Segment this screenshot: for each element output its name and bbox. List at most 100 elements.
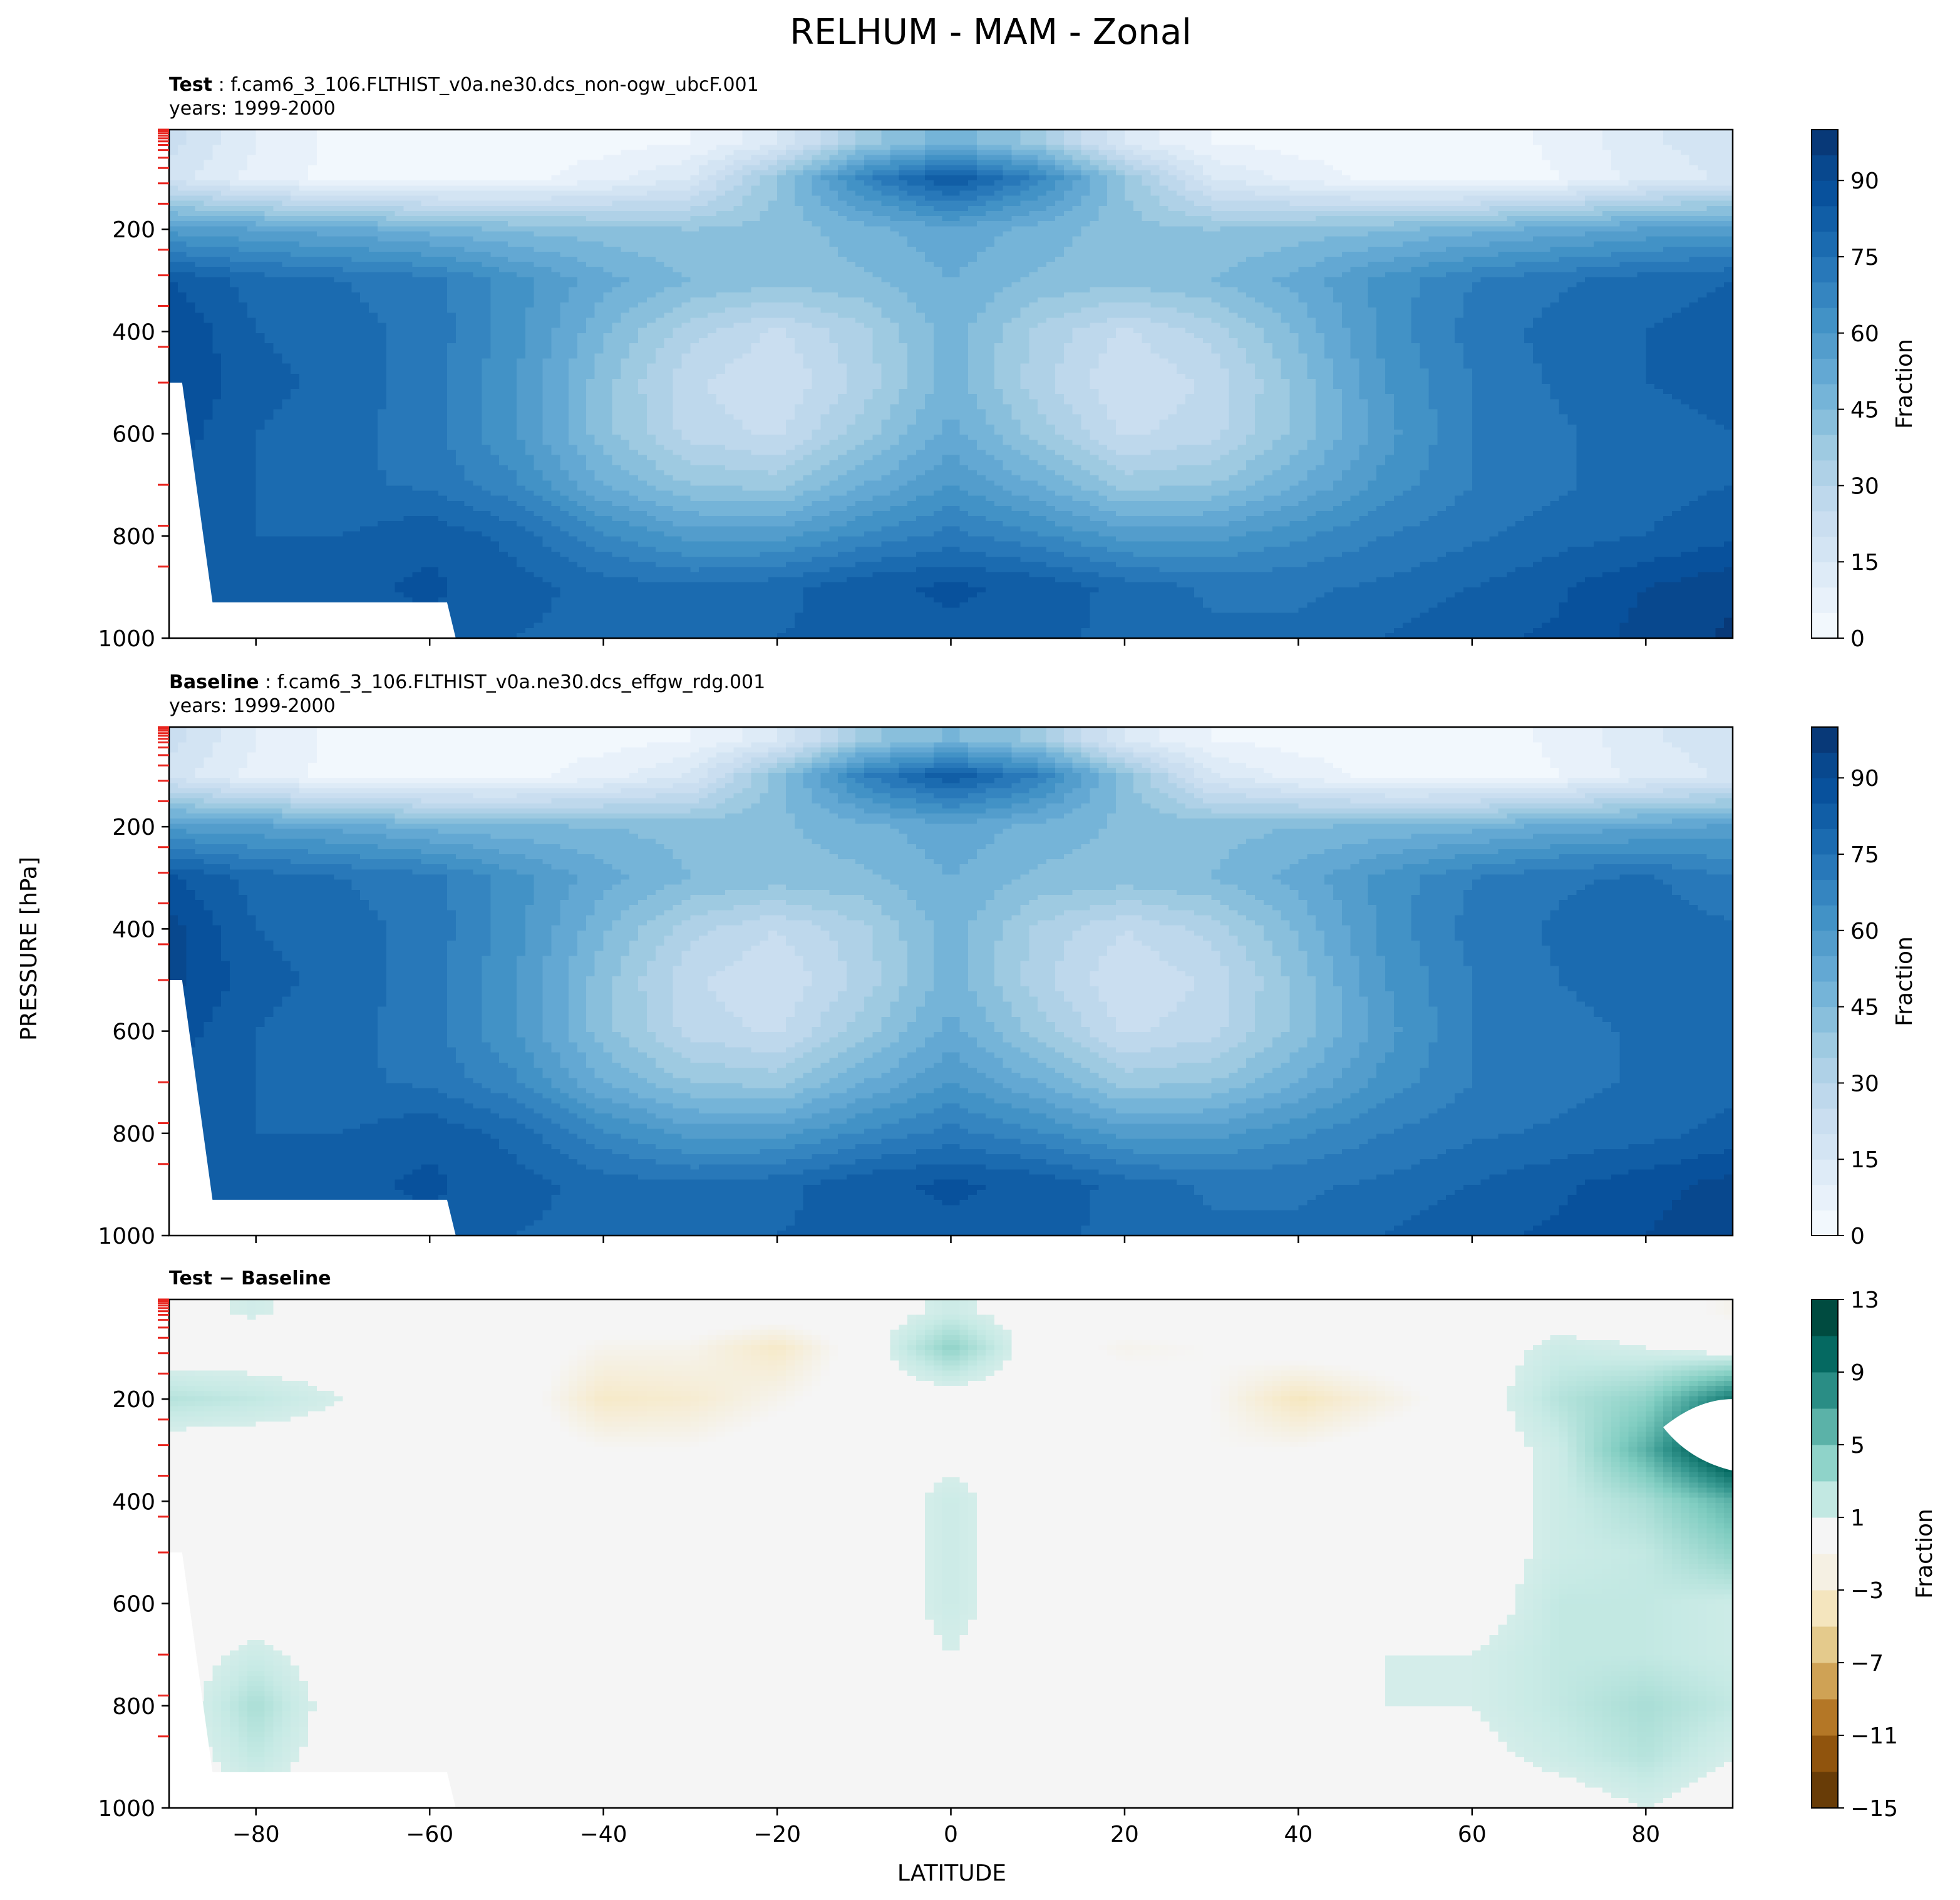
- field-cell: [334, 145, 343, 150]
- field-cell: [1290, 135, 1299, 140]
- field-cell: [569, 145, 577, 150]
- field-cell: [430, 145, 438, 150]
- field-cell: [438, 145, 447, 150]
- field-cell: [1020, 140, 1029, 145]
- field-cell: [743, 145, 751, 150]
- field-cell: [369, 135, 378, 140]
- field-cell: [386, 135, 395, 140]
- field-cell: [430, 150, 438, 155]
- field-cell: [1672, 135, 1681, 140]
- field-cell: [1212, 145, 1220, 150]
- field-cell: [1064, 145, 1073, 150]
- field-cell: [195, 135, 204, 140]
- field-cell: [1255, 135, 1264, 140]
- field-cell: [1550, 130, 1559, 135]
- field-cell: [308, 150, 317, 155]
- field-cell: [890, 145, 899, 150]
- field-cell: [986, 135, 994, 140]
- field-cell: [1029, 140, 1038, 145]
- field-cell: [638, 140, 647, 145]
- field-cell: [890, 140, 899, 145]
- field-cell: [256, 130, 265, 135]
- field-cell: [291, 150, 299, 155]
- field-cell: [1698, 140, 1707, 145]
- field-cell: [473, 150, 482, 155]
- field-cell: [1455, 145, 1463, 150]
- field-cell: [447, 135, 456, 140]
- field-cell: [942, 145, 951, 150]
- field-cell: [369, 150, 378, 155]
- field-cell: [1290, 140, 1299, 145]
- field-cell: [1446, 130, 1455, 135]
- field-cell: [317, 130, 326, 135]
- field-cell: [1281, 130, 1290, 135]
- field-cell: [560, 135, 569, 140]
- field-cell: [569, 135, 577, 140]
- field-cell: [1559, 145, 1568, 150]
- field-cell: [1411, 145, 1420, 150]
- field-cell: [1125, 140, 1133, 145]
- field-cell: [1142, 130, 1151, 135]
- field-cell: [1689, 135, 1698, 140]
- field-cell: [1029, 130, 1038, 135]
- field-cell: [273, 140, 282, 145]
- field-cell: [551, 135, 560, 140]
- field-cell: [360, 140, 369, 145]
- field-cell: [273, 145, 282, 150]
- field-cell: [882, 135, 890, 140]
- field-cell: [1168, 140, 1177, 145]
- field-cell: [1307, 145, 1316, 150]
- field-cell: [1081, 140, 1090, 145]
- field-cell: [968, 135, 977, 140]
- field-cell: [438, 130, 447, 135]
- field-cell: [1229, 135, 1237, 140]
- field-cell: [1038, 140, 1046, 145]
- field-cell: [882, 130, 890, 135]
- field-cell: [673, 140, 682, 145]
- field-cell: [1576, 145, 1585, 150]
- field-cell: [1333, 135, 1342, 140]
- field-cell: [795, 140, 803, 145]
- field-cell: [595, 130, 604, 135]
- field-cell: [560, 140, 569, 145]
- field-cell: [882, 140, 890, 145]
- field-cell: [1020, 145, 1029, 150]
- field-cell: [169, 150, 178, 155]
- field-cell: [768, 145, 777, 150]
- field-cell: [855, 145, 864, 150]
- field-cell: [1437, 135, 1446, 140]
- field-cell: [899, 140, 907, 145]
- field-cell: [1038, 135, 1046, 140]
- field-cell: [959, 145, 968, 150]
- field-cell: [577, 140, 586, 145]
- field-cell: [1637, 145, 1646, 150]
- field-cell: [951, 130, 960, 135]
- field-cell: [1533, 145, 1542, 150]
- field-cell: [1507, 145, 1515, 150]
- field-cell: [256, 140, 265, 145]
- field-cell: [265, 140, 274, 145]
- x-axis-label: LATITUDE: [897, 1861, 1006, 1886]
- field-cell: [708, 140, 716, 145]
- field-cell: [1681, 135, 1689, 140]
- field-cell: [412, 145, 421, 150]
- field-cell: [725, 130, 734, 135]
- field-cell: [1629, 145, 1638, 150]
- field-cell: [1151, 145, 1160, 150]
- field-cell: [1055, 145, 1064, 150]
- field-cell: [855, 130, 864, 135]
- field-cell: [517, 145, 525, 150]
- field-cell: [577, 145, 586, 150]
- field-cell: [864, 135, 873, 140]
- field-cell: [690, 145, 699, 150]
- field-cell: [907, 135, 916, 140]
- field-cell: [1203, 130, 1212, 135]
- field-cell: [326, 140, 334, 145]
- field-cell: [916, 140, 925, 145]
- field-cell: [916, 130, 925, 135]
- field-cell: [465, 130, 473, 135]
- field-cell: [1012, 130, 1021, 135]
- field-cell: [247, 150, 256, 155]
- field-cell: [517, 140, 525, 145]
- field-cell: [1038, 145, 1046, 150]
